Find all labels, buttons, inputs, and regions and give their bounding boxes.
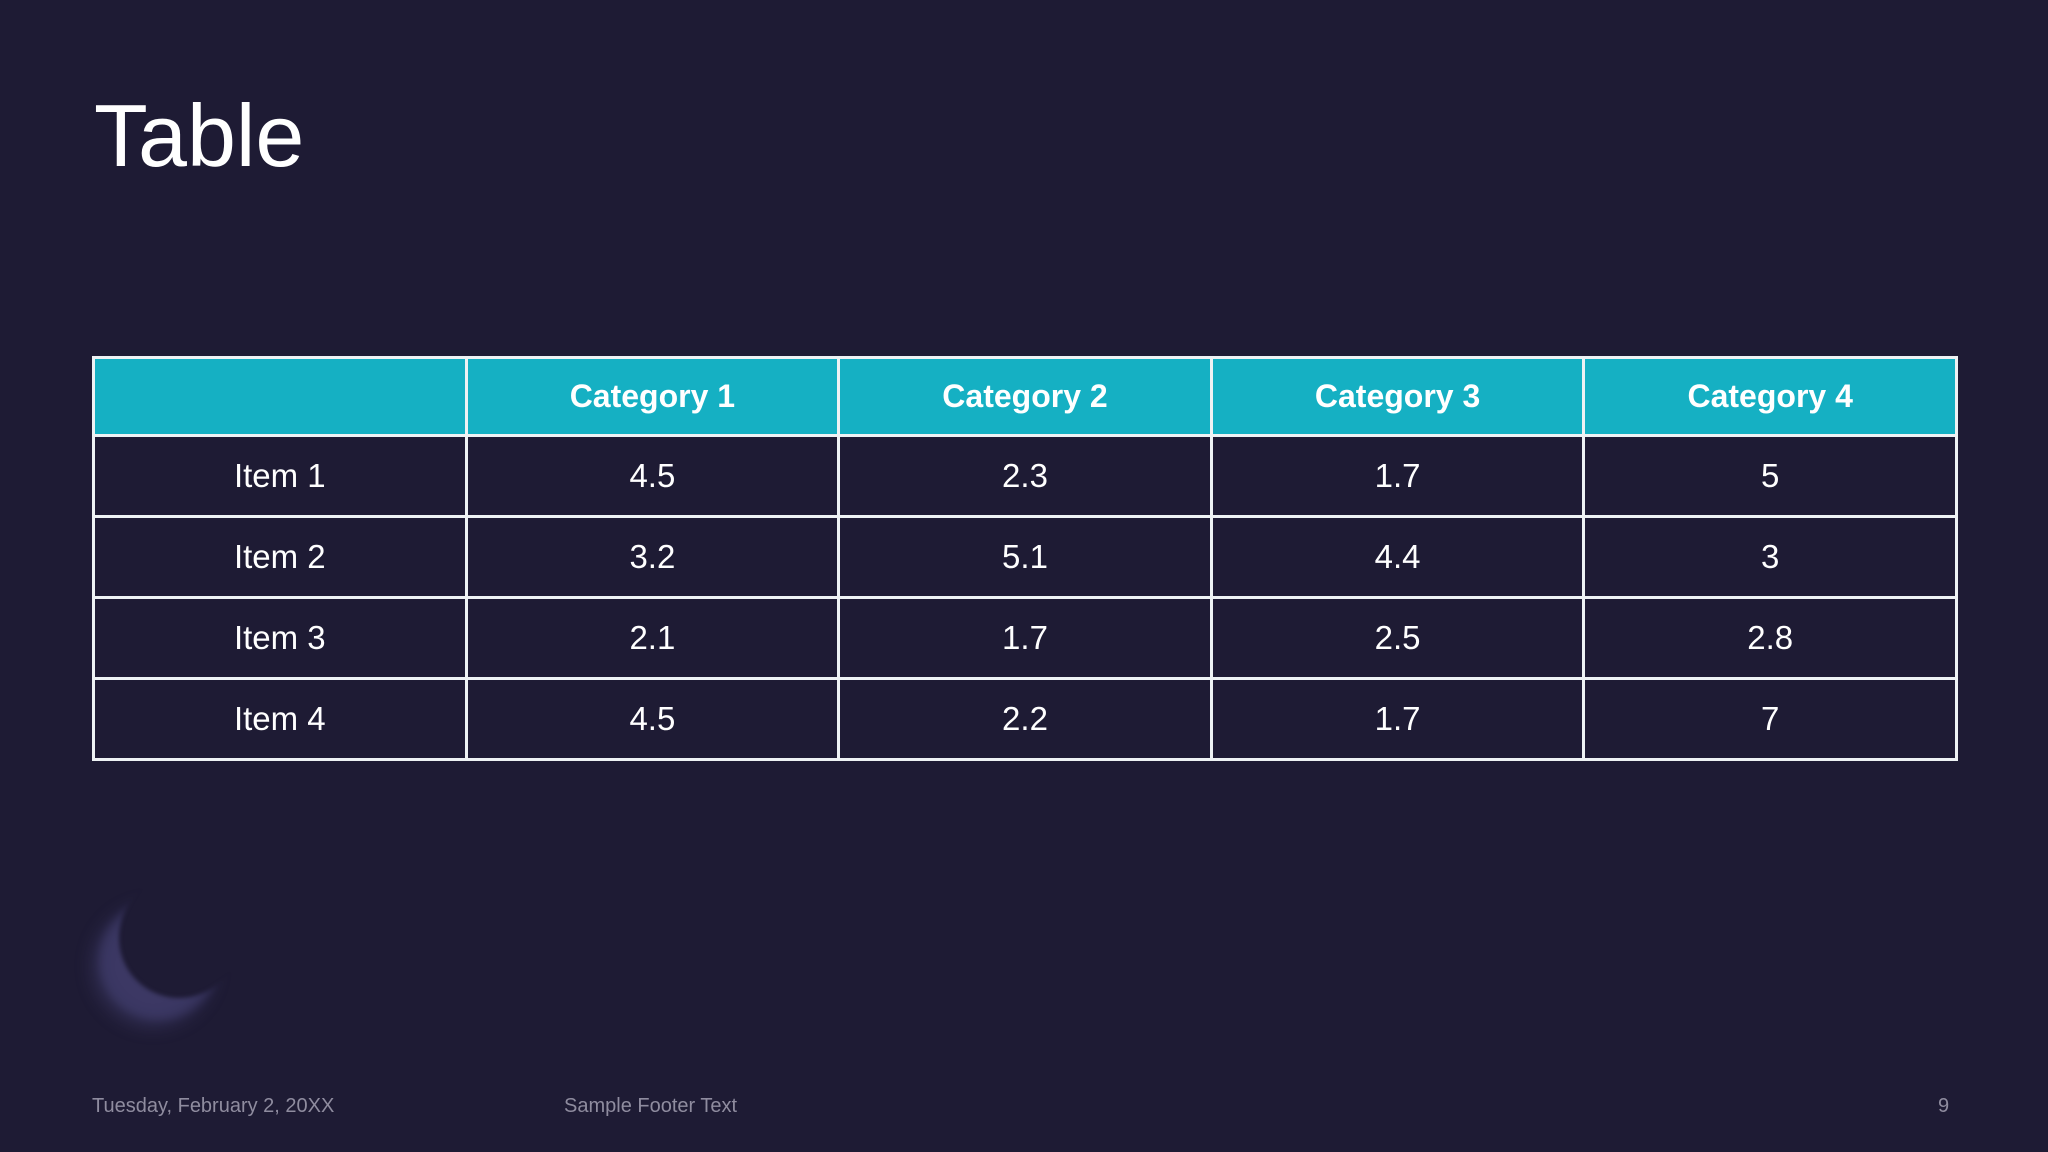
- table-header-empty-cell: [92, 356, 468, 437]
- value-cell: 2.1: [464, 596, 841, 680]
- value-cell: 1.7: [837, 596, 1213, 680]
- value-cell: 1.7: [1209, 677, 1586, 761]
- slide-title: Table: [94, 86, 305, 185]
- value-cell: 2.2: [837, 677, 1213, 761]
- data-table: Category 1 Category 2 Category 3 Categor…: [92, 356, 1958, 761]
- value-cell: 4.5: [464, 434, 841, 518]
- table-row: Item 4 4.5 2.2 1.7 7: [92, 677, 1958, 761]
- table-header-row: Category 1 Category 2 Category 3 Categor…: [92, 356, 1958, 437]
- row-label-cell: Item 1: [92, 434, 468, 518]
- table-header-cell: Category 4: [1582, 356, 1958, 437]
- row-label-cell: Item 4: [92, 677, 468, 761]
- value-cell: 1.7: [1209, 434, 1586, 518]
- value-cell: 2.3: [837, 434, 1213, 518]
- value-cell: 7: [1582, 677, 1958, 761]
- value-cell: 4.4: [1209, 515, 1586, 599]
- table-header-cell: Category 3: [1209, 356, 1586, 437]
- value-cell: 5: [1582, 434, 1958, 518]
- row-label-cell: Item 2: [92, 515, 468, 599]
- value-cell: 5.1: [837, 515, 1213, 599]
- table-header-cell: Category 1: [464, 356, 841, 437]
- value-cell: 3: [1582, 515, 1958, 599]
- table-header: Category 1 Category 2 Category 3 Categor…: [92, 356, 1958, 437]
- table-header-cell: Category 2: [837, 356, 1213, 437]
- table-row: Item 2 3.2 5.1 4.4 3: [92, 515, 1958, 599]
- table-row: Item 1 4.5 2.3 1.7 5: [92, 434, 1958, 518]
- table-body: Item 1 4.5 2.3 1.7 5 Item 2 3.2 5.1 4.4 …: [92, 434, 1958, 761]
- value-cell: 2.8: [1582, 596, 1958, 680]
- footer-date: Tuesday, February 2, 20XX: [92, 1095, 335, 1117]
- value-cell: 3.2: [464, 515, 841, 599]
- value-cell: 2.5: [1209, 596, 1586, 680]
- table-row: Item 3 2.1 1.7 2.5 2.8: [92, 596, 1958, 680]
- page-number: 9: [1938, 1095, 1950, 1117]
- footer-text: Sample Footer Text: [564, 1095, 738, 1117]
- value-cell: 4.5: [464, 677, 841, 761]
- crescent-moon-icon: [119, 878, 239, 998]
- row-label-cell: Item 3: [92, 596, 468, 680]
